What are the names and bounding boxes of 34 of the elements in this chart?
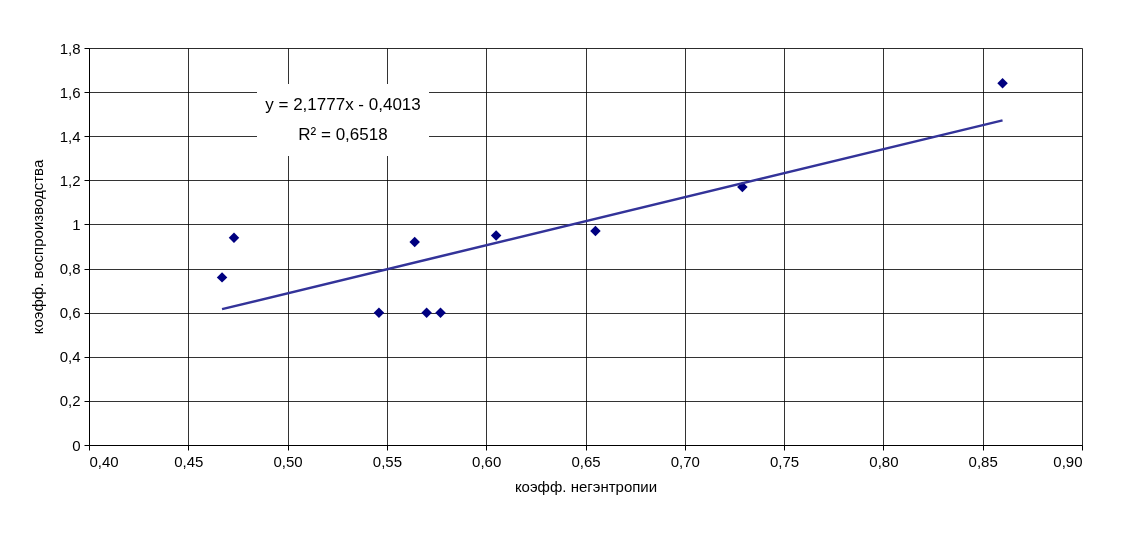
x-tick-label: 0,80 [869,452,899,470]
x-tick-label: 0,75 [770,452,800,470]
y-tick-label: 0,8 [59,260,81,278]
annotation: y = 2,1777x - 0,4013 [265,95,421,114]
x-tick-label: 0,70 [670,452,700,470]
x-tick-label: 0,45 [174,452,204,470]
x-tick-label: 0,65 [571,452,601,470]
x-tick-label: 0,60 [472,452,502,470]
y-tick-label: 1,4 [59,127,81,145]
x-tick-label: 0,90 [1053,452,1083,470]
point [421,307,432,318]
point [409,236,420,248]
x-axis-title: коэфф. негэнтропии [514,477,658,495]
y-tick-label: 0 [72,436,81,454]
y-axis-title: коэфф. воспроизводства [28,159,46,335]
y-tick-label: 0,4 [59,348,81,366]
point [228,232,240,243]
point [373,307,385,318]
y-tick-label: 0,6 [59,304,81,322]
annotation: R² = 0,6518 [298,125,388,144]
y-tick-label: 0,2 [59,392,81,410]
point [590,225,601,237]
x-tick-label: 0,55 [372,452,402,470]
y-tick-label: 1 [72,215,81,233]
x-tick-label: 0,40 [89,452,119,470]
x-tick-label: 0,85 [968,452,998,470]
x-tick-label: 0,50 [273,452,303,470]
point [435,307,446,318]
point [490,230,502,241]
y-tick-label: 1,8 [59,39,81,57]
point [216,272,228,283]
y-tick-label: 1,2 [59,171,81,189]
point [997,78,1008,89]
y-tick-label: 1,6 [59,83,81,101]
